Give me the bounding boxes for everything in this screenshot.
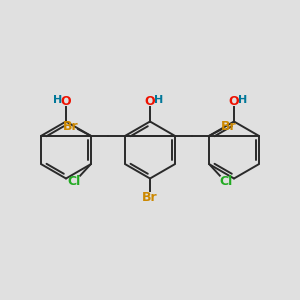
Text: O: O xyxy=(61,95,71,109)
Text: Br: Br xyxy=(63,120,79,133)
Text: Cl: Cl xyxy=(68,175,81,188)
Text: Br: Br xyxy=(221,120,237,133)
Text: H: H xyxy=(238,95,247,105)
Text: H: H xyxy=(53,95,62,105)
Text: H: H xyxy=(154,95,163,105)
Text: Cl: Cl xyxy=(219,175,232,188)
Text: Br: Br xyxy=(142,190,158,204)
Text: O: O xyxy=(229,95,239,109)
Text: O: O xyxy=(145,95,155,109)
